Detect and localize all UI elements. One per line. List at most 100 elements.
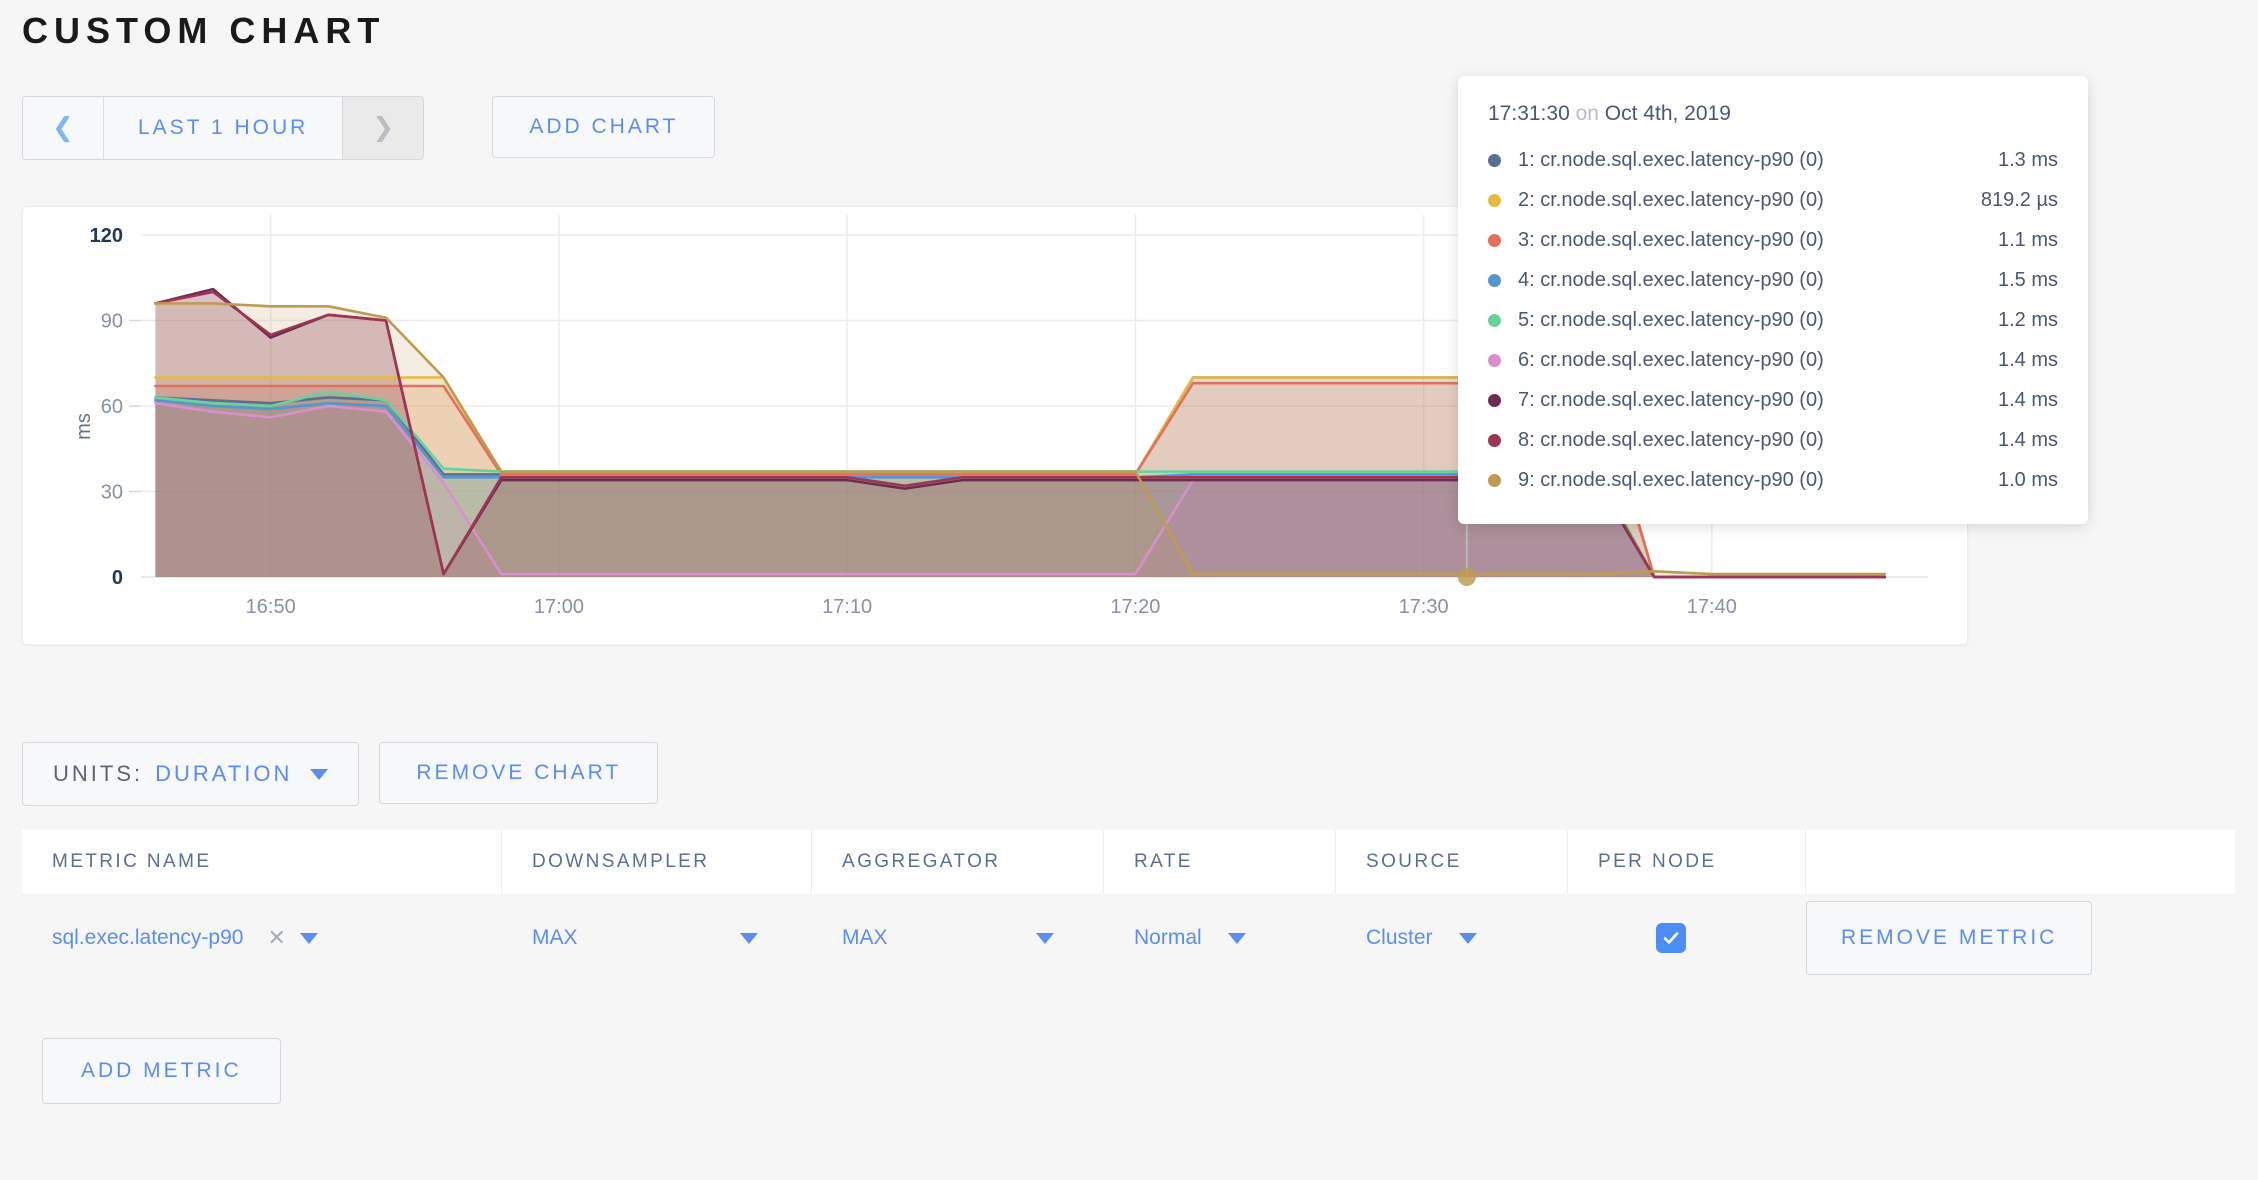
column-header-source: SOURCE — [1336, 830, 1568, 894]
units-dropdown[interactable]: UNITS: DURATION — [22, 742, 360, 806]
tooltip-series-name: 2: cr.node.sql.exec.latency-p90 (0) — [1518, 188, 1824, 211]
cell-downsampler[interactable]: MAX — [502, 926, 812, 950]
cell-aggregator[interactable]: MAX — [812, 926, 1104, 950]
column-header-downsampler: DOWNSAMPLER — [502, 830, 812, 894]
svg-text:16:50: 16:50 — [246, 596, 296, 618]
time-range-label[interactable]: LAST 1 HOUR — [138, 116, 309, 139]
tooltip-series-value: 1.3 ms — [1997, 148, 2058, 171]
tooltip-row: 8: cr.node.sql.exec.latency-p90 (0) 1.4 m… — [1488, 420, 2058, 460]
tooltip-row: 4: cr.node.sql.exec.latency-p90 (0) 1.5 m… — [1488, 260, 2058, 300]
units-value: DURATION — [155, 761, 293, 786]
tooltip-row: 6: cr.node.sql.exec.latency-p90 (0) 1.4 m… — [1488, 340, 2058, 380]
chevron-down-icon[interactable] — [1227, 932, 1246, 944]
series-color-dot — [1488, 153, 1501, 167]
tooltip-row: 7: cr.node.sql.exec.latency-p90 (0) 1.4 m… — [1488, 380, 2058, 420]
tooltip-date: Oct 4th, 2019 — [1604, 102, 1731, 125]
tooltip-on-word: on — [1575, 102, 1599, 125]
series-color-dot — [1488, 473, 1501, 487]
chevron-down-icon[interactable] — [740, 932, 758, 944]
cell-source[interactable]: Cluster — [1336, 926, 1568, 950]
tooltip-series-value: 819.2 µs — [1980, 188, 2058, 211]
tooltip-row: 5: cr.node.sql.exec.latency-p90 (0) 1.2 m… — [1488, 300, 2058, 340]
series-color-dot — [1488, 233, 1501, 247]
svg-text:60: 60 — [101, 396, 123, 418]
downsampler-value[interactable]: MAX — [532, 926, 578, 949]
tooltip-series-value: 1.4 ms — [1997, 388, 2058, 411]
svg-text:17:10: 17:10 — [822, 596, 872, 618]
tooltip-row: 2: cr.node.sql.exec.latency-p90 (0) 819.2… — [1488, 180, 2058, 220]
series-color-dot — [1488, 273, 1501, 287]
svg-text:90: 90 — [101, 311, 123, 333]
check-icon — [1663, 932, 1679, 944]
tooltip-series-name: 1: cr.node.sql.exec.latency-p90 (0) — [1518, 148, 1824, 171]
tooltip-row-list: 1: cr.node.sql.exec.latency-p90 (0) 1.3 m… — [1488, 140, 2058, 500]
svg-text:17:20: 17:20 — [1110, 596, 1160, 618]
tooltip-series-value: 1.0 ms — [1997, 468, 2058, 491]
tooltip-row: 9: cr.node.sql.exec.latency-p90 (0) 1.0 m… — [1488, 460, 2058, 500]
time-range-selector[interactable]: ❮ LAST 1 HOUR ❯ — [22, 96, 425, 160]
column-header-metric-name: METRIC NAME — [22, 830, 502, 894]
cell-per-node — [1568, 923, 1806, 953]
column-header-aggregator: AGGREGATOR — [812, 830, 1104, 894]
column-header-rate: RATE — [1104, 830, 1336, 894]
metrics-table: METRIC NAME DOWNSAMPLER AGGREGATOR RATE … — [22, 830, 2235, 982]
chevron-left-icon[interactable]: ❮ — [23, 97, 104, 159]
units-label: UNITS: — [53, 761, 144, 786]
tooltip-series-name: 5: cr.node.sql.exec.latency-p90 (0) — [1518, 308, 1824, 331]
per-node-checkbox[interactable] — [1656, 923, 1686, 953]
svg-text:30: 30 — [101, 482, 123, 504]
aggregator-value[interactable]: MAX — [842, 926, 888, 949]
tooltip-time: 17:31:30 — [1488, 102, 1570, 125]
close-icon[interactable]: ✕ — [267, 925, 286, 950]
series-color-dot — [1488, 393, 1501, 407]
y-axis-label: ms — [72, 413, 95, 440]
tooltip-series-value: 1.5 ms — [1997, 268, 2058, 291]
table-row: sql.exec.latency-p90 ✕ MAX MAX Normal Cl… — [22, 894, 2235, 982]
chart-tooltip: 17:31:30 on Oct 4th, 2019 1: cr.node.sql… — [1458, 76, 2088, 524]
series-color-dot — [1488, 193, 1501, 207]
svg-text:17:00: 17:00 — [534, 596, 584, 618]
tooltip-series-name: 7: cr.node.sql.exec.latency-p90 (0) — [1518, 388, 1824, 411]
chevron-down-icon[interactable] — [1458, 932, 1477, 944]
series-color-dot — [1488, 433, 1501, 447]
page-title: CUSTOM CHART — [22, 10, 386, 51]
metric-name-value[interactable]: sql.exec.latency-p90 — [52, 926, 244, 949]
svg-text:120: 120 — [90, 225, 123, 247]
tooltip-series-value: 1.2 ms — [1997, 308, 2058, 331]
chart-svg: 0 30 60 90 120 16:50 17:00 17:10 17:20 17:30 17:40 — [90, 215, 1928, 618]
column-header-actions — [1806, 830, 2235, 894]
tooltip-series-name: 6: cr.node.sql.exec.latency-p90 (0) — [1518, 348, 1824, 371]
tooltip-series-name: 8: cr.node.sql.exec.latency-p90 (0) — [1518, 428, 1824, 451]
add-metric-button[interactable]: ADD METRIC — [42, 1038, 281, 1104]
series-color-dot — [1488, 313, 1501, 327]
tooltip-series-name: 3: cr.node.sql.exec.latency-p90 (0) — [1518, 228, 1824, 251]
remove-chart-button[interactable]: REMOVE CHART — [379, 742, 659, 804]
rate-value[interactable]: Normal — [1134, 926, 1202, 949]
svg-text:17:30: 17:30 — [1399, 596, 1449, 618]
tooltip-series-name: 4: cr.node.sql.exec.latency-p90 (0) — [1518, 268, 1824, 291]
chevron-right-icon[interactable]: ❯ — [342, 97, 424, 159]
remove-metric-button[interactable]: REMOVE METRIC — [1806, 901, 2093, 975]
source-value[interactable]: Cluster — [1366, 926, 1433, 949]
add-metric-wrap: ADD METRIC — [42, 1038, 281, 1104]
column-header-per-node: PER NODE — [1568, 830, 1806, 894]
tooltip-series-name: 9: cr.node.sql.exec.latency-p90 (0) — [1518, 468, 1824, 491]
chevron-down-icon[interactable] — [1036, 932, 1054, 944]
cell-rate[interactable]: Normal — [1104, 926, 1336, 950]
top-toolbar: ❮ LAST 1 HOUR ❯ ADD CHART — [22, 96, 716, 160]
series-color-dot — [1488, 353, 1501, 367]
metrics-table-header: METRIC NAME DOWNSAMPLER AGGREGATOR RATE … — [22, 830, 2235, 894]
chevron-down-icon — [310, 768, 329, 780]
tooltip-title: 17:31:30 on Oct 4th, 2019 — [1488, 102, 2058, 126]
tooltip-row: 3: cr.node.sql.exec.latency-p90 (0) 1.1 m… — [1488, 220, 2058, 260]
tooltip-series-value: 1.4 ms — [1997, 428, 2058, 451]
add-chart-button[interactable]: ADD CHART — [492, 96, 716, 158]
cell-metric-name[interactable]: sql.exec.latency-p90 ✕ — [22, 925, 502, 951]
chart-plot[interactable]: 0 30 60 90 120 16:50 17:00 17:10 17:20 17:30 17:40 — [23, 207, 1967, 644]
chevron-down-icon[interactable] — [299, 932, 318, 944]
chart-controls: UNITS: DURATION REMOVE CHART — [22, 742, 659, 806]
tooltip-row: 1: cr.node.sql.exec.latency-p90 (0) 1.3 m… — [1488, 140, 2058, 180]
svg-text:17:40: 17:40 — [1687, 596, 1737, 618]
cell-actions: REMOVE METRIC — [1806, 901, 2235, 975]
